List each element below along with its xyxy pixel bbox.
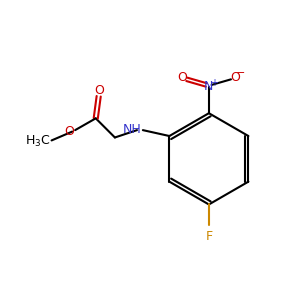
Text: F: F	[205, 230, 212, 243]
Text: O: O	[64, 125, 74, 138]
Text: O: O	[94, 85, 104, 98]
Text: O: O	[177, 71, 187, 84]
Text: O: O	[231, 71, 241, 84]
Text: +: +	[210, 78, 218, 88]
Text: N: N	[204, 80, 214, 93]
Text: −: −	[236, 68, 245, 78]
Text: H$_3$C: H$_3$C	[25, 134, 50, 148]
Text: NH: NH	[123, 123, 141, 136]
